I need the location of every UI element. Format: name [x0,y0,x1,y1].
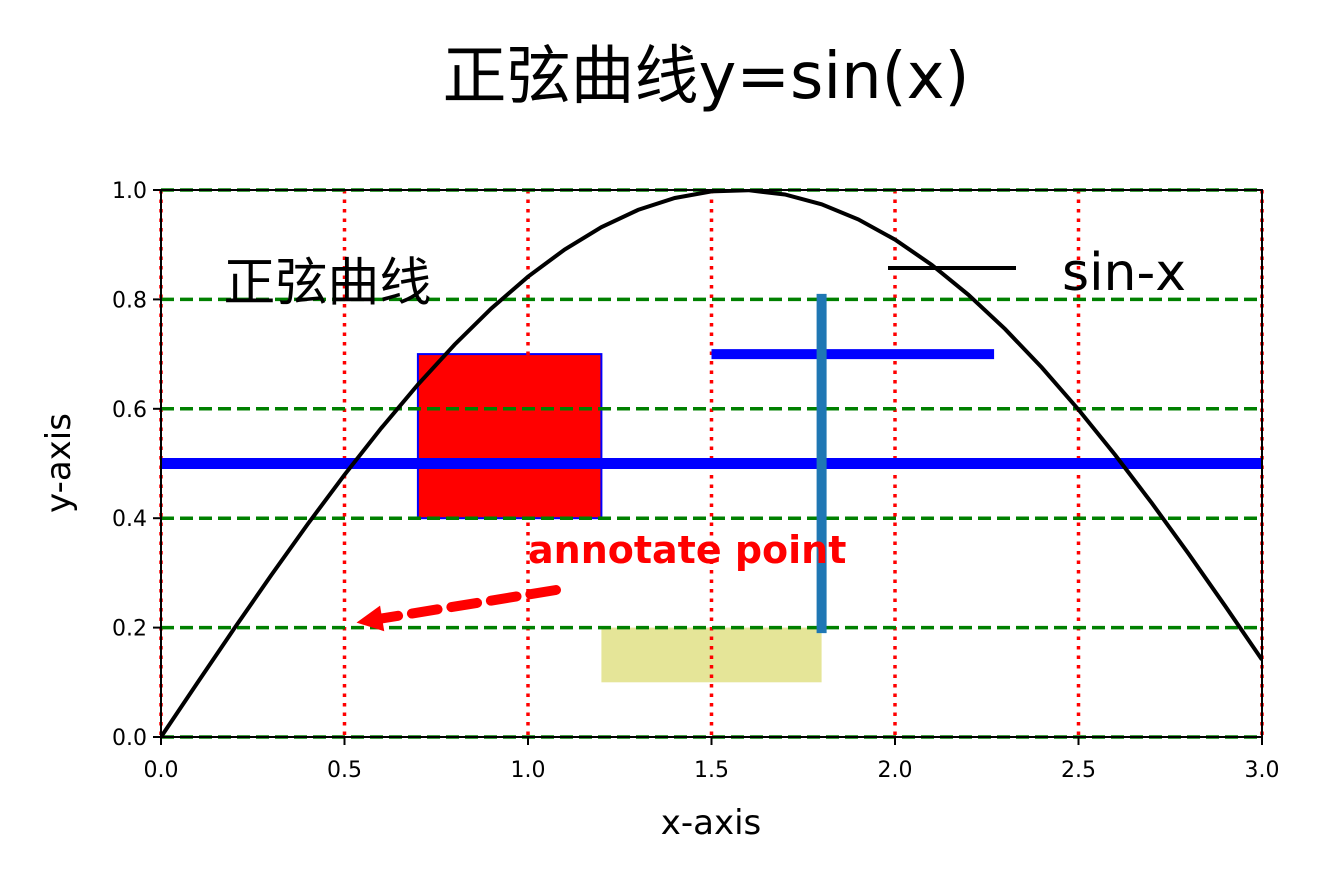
x-tick-label: 1.0 [511,758,546,783]
plot-text-annotation: 正弦曲线 [223,253,431,313]
x-tick-label: 3.0 [1245,758,1280,783]
annotation-arrow-shaft [373,585,561,625]
shaded-span [601,627,822,683]
annotation-text: annotate point [528,528,846,572]
y-axis-label: y-axis [39,413,79,513]
red-rectangle [416,353,603,520]
chart-title: 正弦曲线y=sin(x) [443,40,970,114]
legend-label: sin-x [1062,243,1186,303]
y-tick-label: 0.0 [112,726,147,751]
y-tick-label: 0.2 [112,617,147,642]
x-tick-label: 2.5 [1061,758,1096,783]
annotation-arrow-head [356,605,385,632]
y-tick-label: 0.8 [112,288,147,313]
x-tick-label: 2.0 [878,758,913,783]
y-tick-label: 1.0 [112,179,147,204]
sine-curve [161,190,1262,737]
x-tick-label: 0.0 [144,758,179,783]
x-tick-label: 0.5 [327,758,362,783]
y-tick-label: 0.4 [112,507,147,532]
x-axis-label: x-axis [661,803,762,843]
x-tick-label: 1.5 [694,758,729,783]
y-tick-label: 0.6 [112,398,147,423]
plot-area: 0.0 0.5 1.0 1.5 2.0 2.5 3.0 0.0 0.2 0.4 0.6 0.8 1.0 正… [112,179,1280,783]
